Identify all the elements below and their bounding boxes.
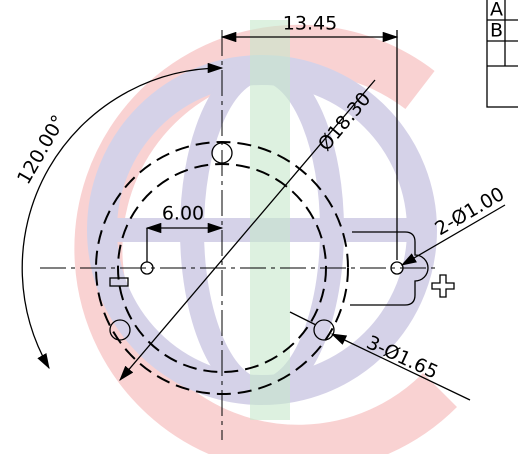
dimension-label: 2-Ø1.00 — [431, 183, 508, 240]
title-table: A B — [487, 0, 518, 107]
table-cell: A — [490, 0, 503, 21]
table-cell: B — [490, 20, 503, 42]
dimension-label: 13.45 — [283, 13, 337, 35]
dimension-label: 6.00 — [162, 203, 204, 225]
drawing: A B 13.45 120.00° Ø18.30 6.00 2-Ø1.00 3-… — [0, 0, 518, 454]
